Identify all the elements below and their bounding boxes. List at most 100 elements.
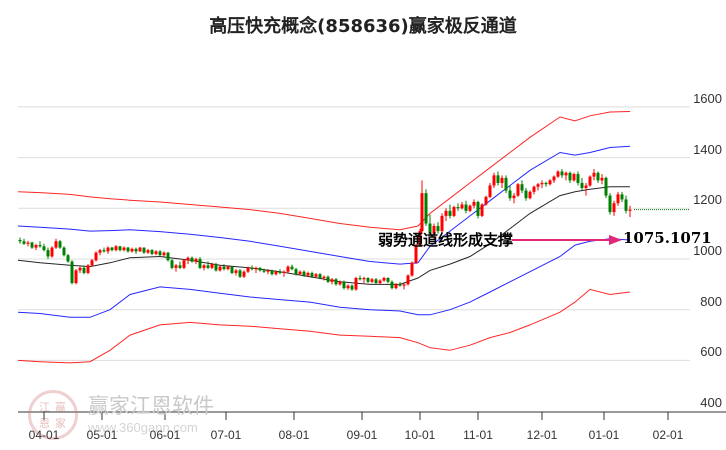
candle (326, 276, 330, 282)
candle (18, 239, 22, 242)
candle (302, 271, 306, 276)
x-tick-label: 12-01 (526, 428, 558, 442)
x-tick-label: 02-01 (652, 428, 684, 442)
candle (170, 260, 174, 268)
x-tick-label: 08-01 (278, 428, 310, 442)
candle (194, 259, 198, 262)
candle (38, 245, 42, 247)
candle (322, 276, 326, 279)
candle (556, 171, 560, 177)
candle (222, 266, 226, 270)
candle (592, 172, 596, 177)
candle (290, 266, 294, 270)
candle (580, 182, 584, 189)
candle (464, 204, 468, 211)
candle (122, 247, 126, 251)
candle (440, 215, 444, 232)
candle (390, 281, 394, 289)
candle (540, 182, 544, 185)
annotation-value: 1075.1071 (623, 229, 712, 247)
candle (472, 201, 476, 206)
candle (406, 275, 410, 285)
annotation-label: 弱势通道线形成支撑 (378, 231, 514, 249)
candle (118, 246, 122, 251)
candle (66, 255, 70, 262)
candle (576, 174, 580, 183)
candle (138, 247, 142, 252)
candle (414, 245, 418, 263)
candle (154, 251, 158, 254)
y-tick-label: 400 (700, 395, 722, 411)
candle (166, 252, 170, 261)
y-tick-label: 1400 (693, 141, 722, 157)
candle (428, 223, 432, 234)
candle (86, 265, 90, 273)
candle (62, 247, 66, 256)
candle (504, 177, 508, 191)
y-tick-label: 1600 (693, 90, 722, 106)
y-tick-label: 1200 (693, 192, 722, 208)
candle (444, 210, 448, 216)
candle (452, 207, 456, 216)
candle (500, 177, 504, 183)
candle (604, 177, 608, 196)
candle (126, 247, 130, 252)
candle (382, 278, 386, 281)
x-axis (18, 411, 726, 420)
candle (162, 252, 166, 256)
y-tick-label: 1000 (693, 243, 722, 258)
watermark-text: 赢家江恩软件 (88, 394, 214, 418)
candle (432, 226, 436, 234)
x-tick-label: 01-01 (588, 428, 620, 442)
candle (394, 284, 398, 289)
candle (484, 196, 488, 205)
candle (378, 280, 382, 284)
candle (190, 257, 194, 262)
candle (274, 271, 278, 275)
candle (242, 271, 246, 277)
candle (386, 278, 390, 282)
candle (418, 231, 422, 246)
candle (628, 209, 632, 211)
candle (214, 264, 218, 271)
candle (536, 184, 540, 187)
candle (620, 194, 624, 200)
candle (564, 172, 568, 176)
x-tick-label: 04-01 (28, 428, 60, 442)
candle (358, 278, 362, 280)
candle (50, 247, 54, 257)
candle (106, 247, 110, 252)
x-tick-label: 07-01 (210, 428, 242, 442)
watermark-logo-icon: 江 赢 恩 家 (28, 390, 78, 440)
candle (330, 279, 334, 282)
candle (398, 284, 402, 286)
candle (612, 203, 616, 213)
band-outer-lower (17, 288, 631, 364)
band-inner-lower (17, 238, 631, 318)
candle (70, 261, 74, 284)
candle (230, 266, 234, 273)
candle (46, 250, 50, 257)
candle (544, 182, 548, 185)
candle (338, 281, 342, 285)
candle (278, 271, 282, 273)
candle (496, 175, 500, 183)
candle (34, 245, 38, 248)
candle (508, 190, 512, 199)
channel-bands (17, 111, 631, 364)
annotation-arrow (512, 235, 622, 245)
candle (102, 250, 106, 252)
candle (552, 176, 556, 181)
candle (146, 250, 150, 253)
candle (460, 204, 464, 209)
candle (178, 265, 182, 268)
candle (246, 267, 250, 272)
candle (608, 195, 612, 213)
candle (512, 195, 516, 199)
candle (234, 270, 238, 273)
gridlines (18, 106, 690, 361)
candle (186, 257, 190, 261)
x-tick-label: 09-01 (346, 428, 378, 442)
candle (114, 246, 118, 251)
